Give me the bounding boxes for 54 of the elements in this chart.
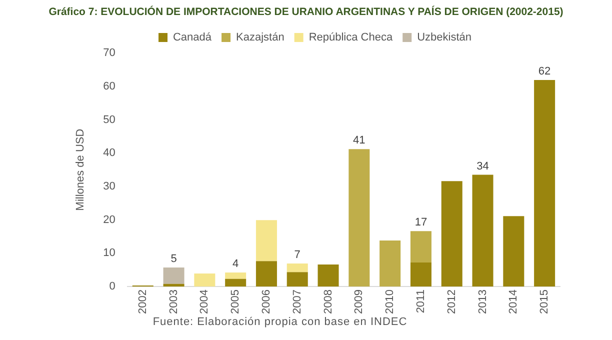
total-label: 62	[538, 66, 551, 78]
source-note: Fuente: Elaboración propia con base en INDEC	[152, 316, 408, 328]
bar	[318, 264, 339, 287]
y-tick-label: 30	[103, 180, 116, 192]
bar	[256, 261, 277, 287]
y-tick-label: 70	[103, 47, 116, 60]
total-label: 41	[353, 134, 366, 147]
bar	[441, 181, 462, 287]
y-axis-title: Millones de USD	[74, 128, 87, 211]
legend-label: Canadá	[172, 32, 212, 44]
x-tick-label: 2004	[198, 290, 211, 314]
bar	[163, 284, 184, 287]
y-tick-label: 20	[103, 214, 116, 226]
x-tick-label: 2003	[168, 290, 180, 314]
bar	[534, 80, 556, 287]
bar	[410, 262, 432, 287]
x-tick-label: 2013	[476, 290, 489, 314]
total-label: 5	[170, 253, 177, 266]
x-tick-label: 2011	[414, 290, 427, 314]
bar	[225, 278, 246, 287]
x-tick-label: 2014	[508, 290, 520, 314]
legend-label: Kazajstán	[236, 32, 284, 44]
bar	[256, 220, 277, 262]
bar	[194, 274, 216, 287]
bar	[286, 264, 308, 272]
bar	[503, 216, 524, 287]
total-label: 7	[294, 249, 300, 262]
total-label: 17	[414, 216, 428, 229]
bar	[286, 272, 308, 287]
x-tick-label: 2010	[384, 290, 396, 314]
y-tick-label: 50	[103, 114, 116, 126]
x-tick-label: 2006	[260, 290, 273, 314]
x-tick-label: 2005	[230, 290, 242, 314]
chart-title: Gráfico 7: EVOLUCIÓN DE IMPORTACIONES DE URANIO ARGENTINAS Y PAÍS DE ORIGEN (2002-2015)	[48, 6, 564, 18]
total-label: 34	[476, 160, 489, 172]
bar	[225, 272, 246, 279]
x-tick-label: 2007	[291, 290, 304, 314]
legend-label: República Checa	[308, 32, 394, 44]
y-tick-label: 60	[103, 80, 116, 92]
legend-label: Uzbekistán	[417, 32, 472, 44]
x-tick-label: 2009	[353, 290, 366, 314]
bar	[163, 268, 184, 284]
y-tick-label: 40	[103, 147, 116, 160]
bar	[472, 174, 494, 287]
total-label: 4	[232, 258, 239, 270]
x-tick-label: 2008	[322, 290, 334, 314]
bar	[348, 149, 370, 287]
x-tick-label: 2002	[136, 290, 149, 314]
x-tick-label: 2012	[446, 290, 458, 314]
y-tick-label: 0	[109, 280, 116, 293]
y-tick-label: 10	[103, 247, 116, 260]
bar	[380, 240, 401, 287]
bar	[410, 231, 432, 263]
x-tick-label: 2015	[538, 290, 551, 314]
